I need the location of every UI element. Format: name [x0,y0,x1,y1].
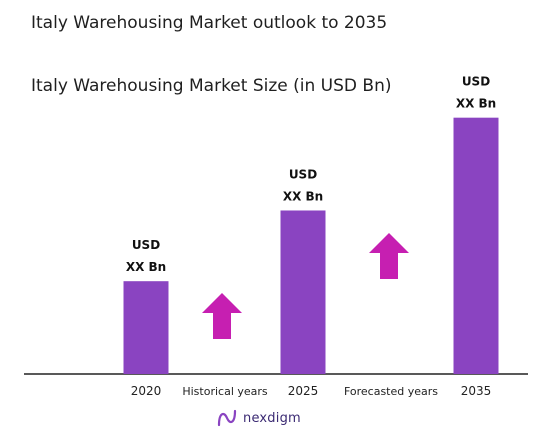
growth-arrow-historical [202,293,242,339]
chart-title: Italy Warehousing Market Size (in USD Bn… [31,76,392,96]
tick-label-2020: 2020 [131,384,162,398]
brand-name: nexdigm [243,410,301,426]
data-label-2020-2: XX Bn [126,260,166,274]
data-label-2025-1: USD [289,167,317,181]
period-label-1: Historical years [182,385,268,398]
page-title: Italy Warehousing Market outlook to 2035 [31,13,388,33]
data-label-2025-2: XX Bn [283,189,323,203]
data-label-2035-1: USD [462,75,490,89]
bar-2020 [123,281,169,374]
bar-2025 [280,210,326,374]
growth-arrow-forecast [369,233,409,279]
tick-label-2035: 2035 [461,384,492,398]
bar-2035 [453,117,499,374]
period-label-2: Forecasted years [344,385,438,398]
data-label-2020-1: USD [132,238,160,252]
data-label-2035-2: XX Bn [456,97,496,111]
nexdigm-logo-icon [217,409,237,427]
tick-label-2025: 2025 [288,384,319,398]
brand-logo: nexdigm [216,408,301,428]
